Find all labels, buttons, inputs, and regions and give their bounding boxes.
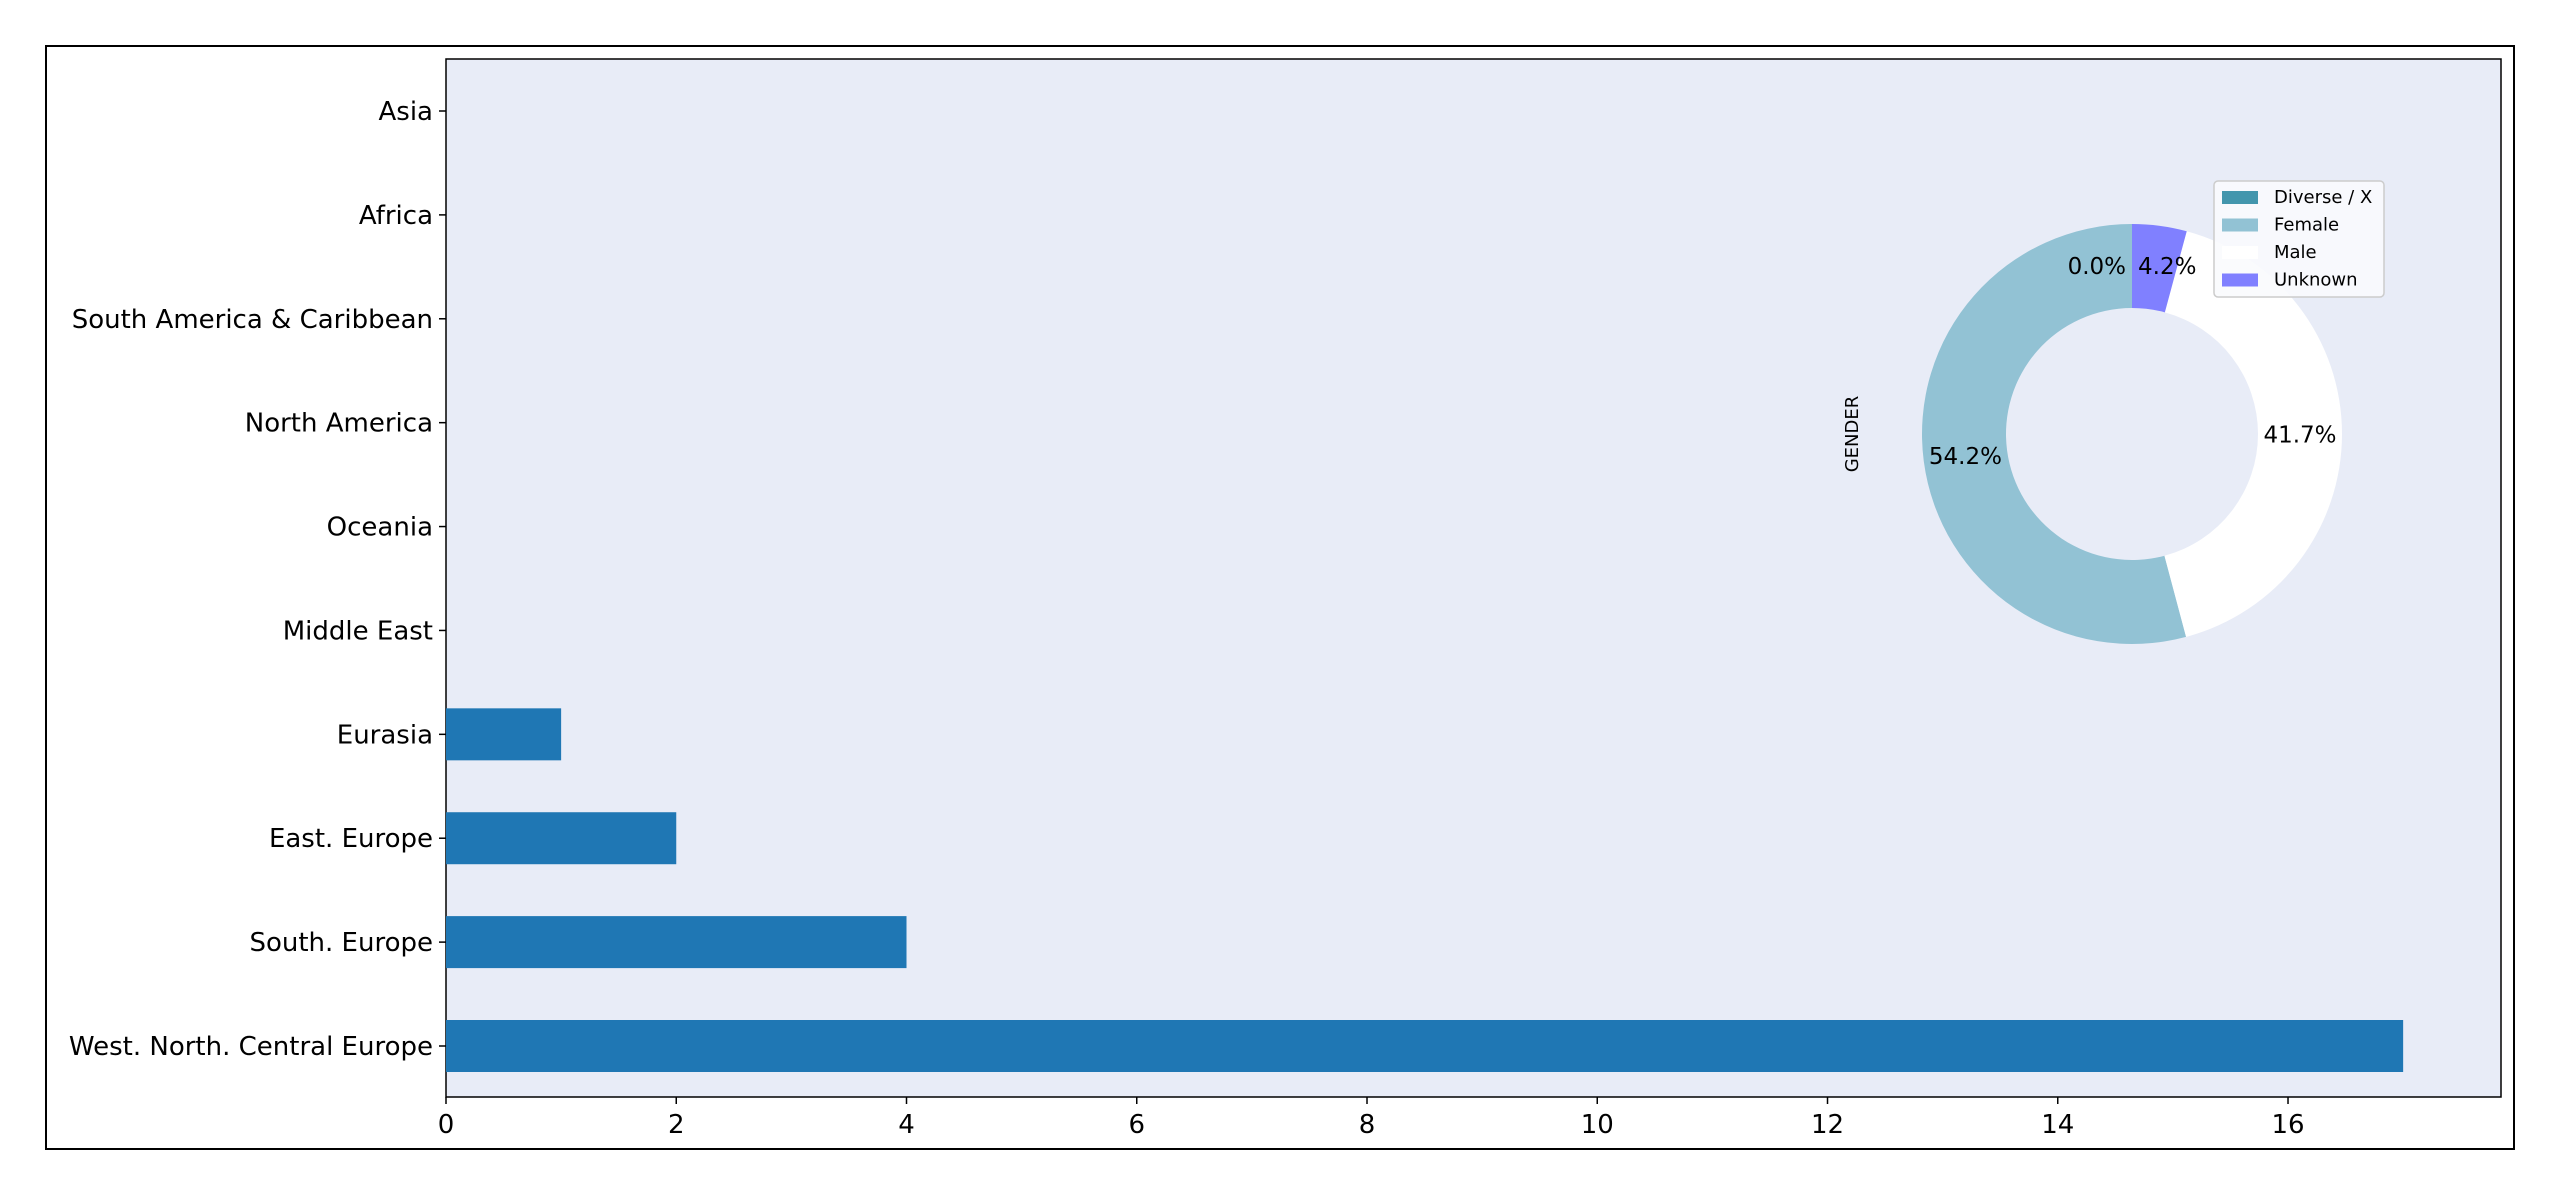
pie-label: 41.7%: [2263, 422, 2336, 448]
pie-ylabel: GENDER: [1842, 396, 1863, 473]
x-tick-label: 14: [2041, 1110, 2074, 1140]
legend-label: Diverse / X: [2274, 187, 2372, 208]
legend-label: Unknown: [2274, 270, 2358, 291]
pie-slice: [1922, 224, 2187, 644]
y-tick-label: South America & Caribbean: [72, 305, 433, 335]
x-tick-label: 10: [1581, 1110, 1614, 1140]
y-tick-label: Africa: [359, 201, 433, 231]
y-tick-label: North America: [245, 409, 433, 439]
legend-box: [2213, 180, 2385, 298]
x-tick-label: 4: [898, 1110, 915, 1140]
bar: [446, 708, 562, 761]
legend-swatch: [2222, 273, 2258, 287]
y-tick-label: South. Europe: [249, 928, 433, 958]
x-tick-label: 8: [1359, 1110, 1376, 1140]
legend-label: Male: [2274, 242, 2317, 263]
y-tick-label: Middle East: [283, 616, 433, 646]
legend-swatch: [2222, 246, 2258, 259]
x-tick-label: 6: [1128, 1110, 1145, 1140]
legend: Diverse / X Female Male Unknown: [2213, 180, 2385, 298]
x-tick-label: 16: [2271, 1110, 2304, 1140]
y-tick-label: Asia: [379, 97, 434, 127]
x-tick-label: 12: [1811, 1110, 1844, 1140]
legend-label: Female: [2274, 215, 2339, 236]
pie-label: 54.2%: [1929, 444, 2002, 470]
pie-label: 0.0%: [2068, 254, 2126, 280]
y-tick-label: Eurasia: [337, 720, 433, 750]
y-tick-label: Oceania: [327, 513, 433, 543]
pie-slice: [2164, 231, 2343, 637]
y-tick-label: West. North. Central Europe: [69, 1032, 433, 1062]
legend-swatch: [2222, 191, 2258, 204]
bar: [446, 1020, 2404, 1072]
pie-slice: [2132, 224, 2187, 313]
x-tick-label: 0: [438, 1110, 455, 1140]
y-tick-label: East. Europe: [269, 824, 433, 854]
bar: [446, 812, 677, 865]
pie-label: 4.2%: [2138, 254, 2196, 280]
legend-swatch: [2222, 218, 2258, 232]
bar: [446, 916, 907, 969]
x-tick-label: 2: [668, 1110, 685, 1140]
